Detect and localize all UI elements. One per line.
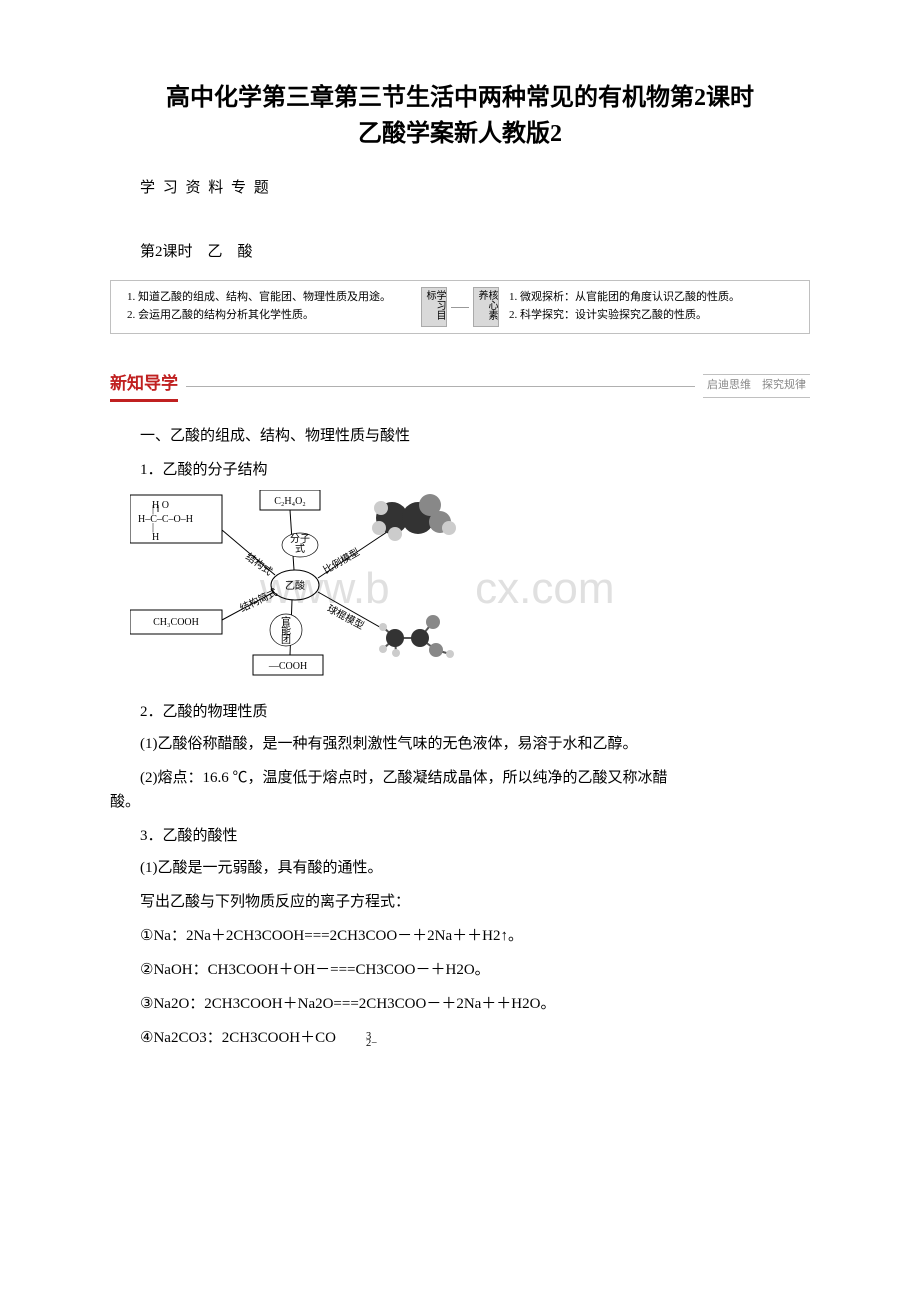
svg-text:结构简式: 结构简式 (238, 586, 280, 615)
para-2-1: (1)乙酸俗称醋酸，是一种有强烈刺激性气味的无色液体，易溶于水和乙醇。 (110, 732, 810, 756)
heading-1: 一、乙酸的组成、结构、物理性质与酸性 (110, 424, 810, 448)
svg-text:—COOH: —COOH (268, 661, 307, 672)
goals-left: 1. 知道乙酸的组成、结构、官能团、物理性质及用途。 2. 会运用乙酸的结构分析… (111, 287, 421, 327)
equation-4: ④Na2CO3：2CH3COOH＋CO2−3 (110, 1026, 810, 1050)
para-3-2: 写出乙酸与下列物质反应的离子方程式： (110, 890, 810, 914)
goals-right: 1. 微观探析：从官能团的角度认识乙酸的性质。 2. 科学探究：设计实验探究乙酸… (499, 287, 809, 327)
eq4-subscript: 3 (336, 1029, 371, 1046)
subheading-3: 3．乙酸的酸性 (110, 824, 810, 848)
section-header-right: 启迪思维 探究规律 (703, 374, 810, 398)
goal-right-1: 1. 微观探析：从官能团的角度认识乙酸的性质。 (509, 289, 793, 307)
goal-right-2: 2. 科学探究：设计实验探究乙酸的性质。 (509, 307, 793, 325)
title-line-2: 乙酸学案新人教版2 (110, 116, 810, 152)
chip-core-quality: 核心素养 (473, 287, 499, 327)
svg-text:乙酸: 乙酸 (285, 579, 305, 592)
section-header-label: 新知导学 (110, 370, 178, 402)
chip-connector-icon (451, 307, 469, 308)
goal-left-2: 2. 会运用乙酸的结构分析其化学性质。 (127, 307, 411, 325)
para-3-1: (1)乙酸是一元弱酸，具有酸的通性。 (110, 856, 810, 880)
svg-text:H–C–C–O–H: H–C–C–O–H (138, 514, 193, 525)
goal-left-1: 1. 知道乙酸的组成、结构、官能团、物理性质及用途。 (127, 289, 411, 307)
svg-text:CH₃COOH: CH₃COOH (153, 617, 199, 628)
eq4-text: ④Na2CO3：2CH3COOH＋CO (140, 1030, 336, 1046)
svg-text:比例模型: 比例模型 (321, 546, 362, 577)
svg-text:结构式: 结构式 (243, 550, 275, 578)
svg-text:团: 团 (281, 634, 291, 646)
document-title: 高中化学第三章第三节生活中两种常见的有机物第2课时 乙酸学案新人教版2 (110, 80, 810, 152)
svg-text:C₂H₄O₂: C₂H₄O₂ (274, 496, 306, 507)
chip-learning-goal: 学习目标 (421, 287, 447, 327)
svg-text:球棍模型: 球棍模型 (325, 602, 366, 632)
section-header: 新知导学 启迪思维 探究规律 (110, 370, 810, 402)
goals-mid: 学习目标 核心素养 (421, 287, 499, 327)
svg-text:式: 式 (295, 542, 305, 555)
equation-3: ③Na2O：2CH3COOH＋Na2O===2CH3COO－＋2Na＋＋H2O。 (110, 992, 810, 1016)
equation-1: ①Na：2Na＋2CH3COOH===2CH3COO－＋2Na＋＋H2↑。 (110, 924, 810, 948)
diagram-svg: 乙酸 C₂H₄O₂ 分子 式 H O | ‖ H–C–C–O–H | H 结构式… (130, 490, 490, 680)
para-2-2b: 酸。 (110, 790, 810, 814)
subheading-2: 2．乙酸的物理性质 (110, 700, 810, 724)
subheading-1: 1．乙酸的分子结构 (110, 458, 810, 482)
title-line-1: 高中化学第三章第三节生活中两种常见的有机物第2课时 (110, 80, 810, 116)
section-divider-line (186, 386, 695, 387)
svg-text:H: H (152, 532, 159, 543)
equation-2: ②NaOH：CH3COOH＋OH－===CH3COO－＋H2O。 (110, 958, 810, 982)
structure-diagram: www.b cx.com 乙酸 C₂H₄O₂ 分子 式 H O | ‖ H–C–… (130, 490, 810, 688)
lesson-title: 第2课时 乙 酸 (110, 240, 810, 264)
para-2-2a: (2)熔点：16.6 ℃，温度低于熔点时，乙酸凝结成晶体，所以纯净的乙酸又称冰醋 (110, 766, 810, 790)
learning-goals-bar: 1. 知道乙酸的组成、结构、官能团、物理性质及用途。 2. 会运用乙酸的结构分析… (110, 280, 810, 334)
subtitle: 学 习 资 料 专 题 (110, 176, 810, 200)
